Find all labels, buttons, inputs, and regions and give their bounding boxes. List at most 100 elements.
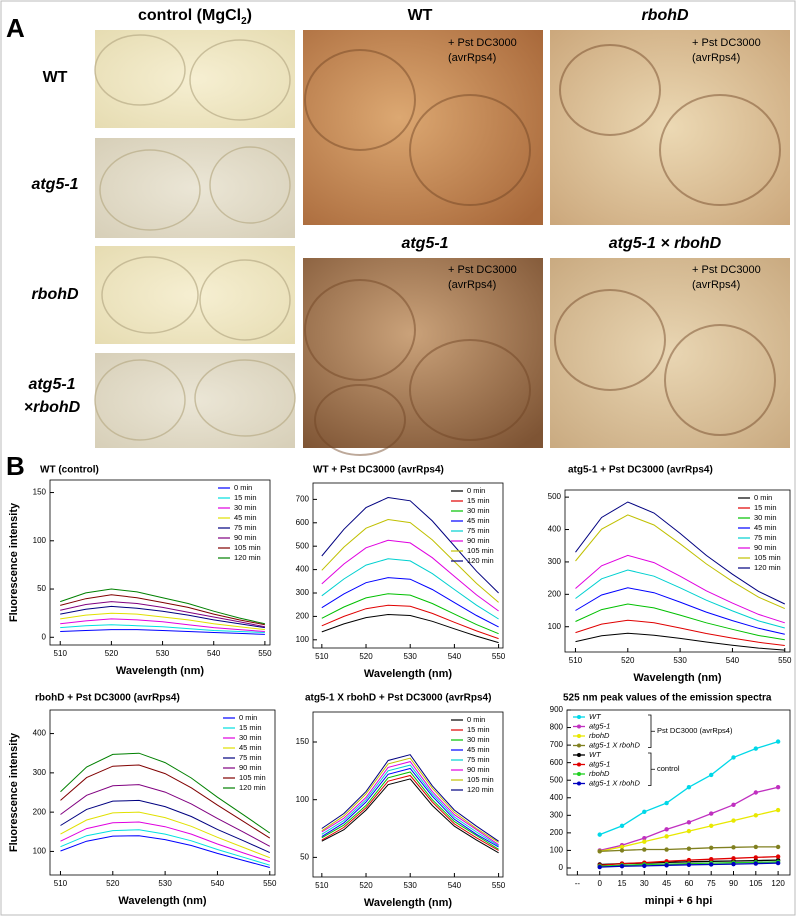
x-tick-label: -- — [575, 879, 581, 888]
series-line — [60, 752, 271, 834]
series-marker — [664, 827, 669, 832]
y-tick-label: 300 — [550, 810, 564, 819]
series-marker — [642, 863, 647, 869]
y-axis-label: Fluorescence intensity — [8, 732, 20, 852]
legend-label: 105 min — [239, 773, 266, 782]
series-marker — [709, 823, 714, 829]
series-marker — [686, 846, 692, 851]
y-tick-label: 100 — [296, 795, 310, 804]
y-tick-label: 100 — [33, 536, 47, 545]
y-tick-label: 300 — [548, 557, 562, 566]
legend-marker — [577, 715, 581, 719]
treatment: (avrRps4) — [692, 279, 740, 291]
y-tick-label: 100 — [296, 635, 310, 644]
series-marker — [642, 835, 647, 841]
series-marker — [709, 811, 714, 816]
series-line — [60, 618, 265, 632]
x-tick-label: 550 — [492, 881, 506, 890]
series-marker — [775, 854, 781, 859]
panel-title: rbohD — [641, 7, 689, 24]
legend-label: 15 min — [239, 723, 262, 732]
legend-label: 75 min — [467, 755, 490, 764]
x-axis-label: Wavelength (nm) — [364, 668, 453, 680]
series-line — [575, 569, 785, 629]
plot-frame — [312, 711, 504, 878]
legend-marker — [577, 762, 581, 767]
series-marker — [597, 832, 602, 837]
x-tick-label: 510 — [569, 656, 583, 665]
y-tick-label: 400 — [33, 729, 47, 738]
row-label: atg5-1 — [31, 176, 78, 193]
y-tick-label: 500 — [296, 541, 310, 550]
treatment: + Pst DC3000 — [692, 264, 761, 276]
series-line — [575, 587, 785, 635]
series-line — [321, 593, 499, 635]
series-line — [321, 754, 499, 842]
series-line — [321, 761, 499, 846]
y-tick-label: 50 — [37, 584, 46, 593]
row-label: rbohD — [31, 286, 79, 303]
series-marker — [731, 845, 736, 850]
plot-frame — [49, 479, 271, 646]
series-line — [60, 594, 265, 626]
photo — [550, 258, 790, 448]
series-line — [60, 629, 265, 635]
plot-frame — [49, 709, 276, 876]
series-marker — [619, 864, 625, 869]
x-axis-label: Wavelength (nm) — [116, 665, 205, 677]
series-marker — [753, 813, 759, 818]
y-tick-label: 200 — [550, 828, 564, 837]
chart-title: WT (control) — [40, 465, 99, 476]
legend-label: 75 min — [239, 753, 262, 762]
series-line — [321, 757, 499, 843]
legend-label: atg5-1 X rbohD — [589, 740, 640, 749]
legend-label: 90 min — [467, 536, 490, 545]
series-line — [321, 764, 499, 847]
legend-label: 45 min — [754, 523, 777, 532]
legend-label: 90 min — [467, 765, 490, 774]
legend-label: 30 min — [467, 735, 490, 744]
legend-bracket — [648, 714, 655, 748]
x-tick-label: 520 — [105, 649, 119, 658]
x-tick-label: 540 — [448, 652, 462, 661]
legend-label: atg5-1 — [589, 759, 610, 768]
x-tick-label: 30 — [640, 879, 649, 888]
y-tick-label: 700 — [296, 494, 310, 503]
photo — [95, 246, 295, 344]
x-tick-label: 520 — [359, 652, 373, 661]
series-line — [321, 778, 499, 854]
legend-label: 15 min — [754, 503, 777, 512]
series-line — [575, 501, 786, 605]
series-marker — [775, 785, 781, 790]
series-line — [575, 554, 785, 624]
row-label: atg5-1 — [28, 376, 75, 393]
series-marker — [731, 856, 736, 861]
legend-label: WT — [589, 750, 602, 759]
legend-label: 15 min — [467, 725, 490, 734]
legend-marker — [577, 753, 581, 757]
x-axis-label: Wavelength (nm) — [118, 895, 207, 907]
photo — [550, 30, 790, 225]
column-header-text: control (MgCl — [138, 7, 241, 24]
series-line — [575, 603, 785, 641]
plot-frame — [564, 489, 791, 653]
panel-title: atg5-1 — [401, 235, 448, 252]
x-tick-label: 0 — [597, 879, 602, 888]
y-tick-label: 800 — [550, 723, 564, 732]
x-tick-label: 540 — [207, 649, 221, 658]
photo — [303, 30, 543, 225]
legend-label: 105 min — [467, 546, 494, 555]
x-tick-label: 510 — [54, 879, 68, 888]
y-tick-label: 200 — [296, 612, 310, 621]
x-tick-label: 45 — [662, 879, 671, 888]
chart-title: atg5-1 X rbohD + Pst DC3000 (avrRps4) — [305, 693, 491, 704]
series-marker — [664, 847, 669, 852]
treatment: (avrRps4) — [448, 52, 496, 64]
series-line — [321, 539, 499, 612]
photo — [95, 30, 295, 128]
series-marker — [709, 845, 714, 850]
series-marker — [731, 861, 736, 867]
legend-label: 120 min — [239, 783, 266, 792]
series-marker — [597, 864, 602, 870]
